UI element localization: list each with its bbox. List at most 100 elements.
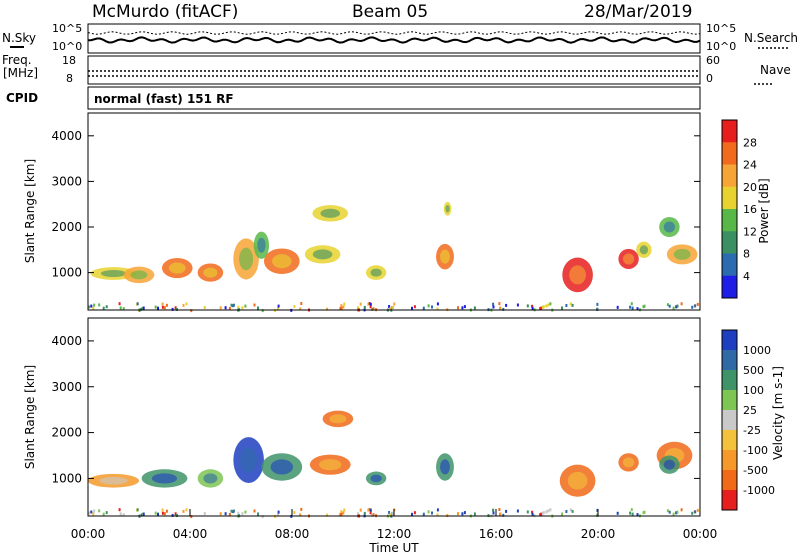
- power-speckle: [232, 303, 235, 307]
- nave-label: Nave: [760, 63, 791, 77]
- velocity-speckle: [182, 509, 185, 513]
- velocity-speckle: [668, 510, 671, 514]
- power-marks: [88, 201, 699, 313]
- nsky-label: N.Sky: [2, 31, 36, 45]
- velocity-speckle: [596, 508, 599, 512]
- velocity-speckle: [161, 508, 164, 512]
- xtick-label: 08:00: [275, 527, 310, 541]
- power-speckle: [436, 307, 439, 311]
- velocity-echo-core: [203, 473, 218, 484]
- power-speckle: [392, 305, 395, 309]
- power-echo-core: [320, 208, 341, 218]
- power-speckle: [90, 304, 93, 308]
- noise-tick-left-bottom: 10^0: [52, 40, 82, 53]
- power-echo-core: [569, 265, 587, 285]
- velocity-colorbar-segment: [722, 490, 737, 511]
- power-speckle: [122, 307, 125, 311]
- velocity-speckle: [631, 512, 634, 516]
- velocity-speckle: [300, 507, 303, 511]
- xtick-label: 16:00: [479, 527, 514, 541]
- velocity-speckle: [411, 512, 413, 516]
- nsearch-label: N.Search: [744, 31, 798, 45]
- power-speckle: [545, 304, 548, 308]
- velocity-speckle: [549, 508, 552, 512]
- power-speckle: [359, 302, 362, 306]
- power-speckle: [119, 306, 122, 310]
- power-echo-core: [639, 245, 649, 255]
- power-speckle: [88, 305, 91, 309]
- cpid-row: CPID normal (fast) 151 RF: [6, 86, 701, 110]
- power-ylabel: Slant Range [km]: [23, 159, 37, 263]
- power-speckle: [636, 307, 639, 311]
- velocity-speckle: [516, 509, 519, 513]
- power-echo-core: [257, 237, 266, 253]
- power-speckle: [98, 303, 101, 307]
- power-speckle: [668, 304, 671, 308]
- velocity-speckle: [142, 512, 145, 516]
- power-speckle: [542, 305, 545, 309]
- velocity-echo-core: [99, 476, 128, 485]
- velocity-ytick-label: 4000: [51, 334, 82, 348]
- freq-unit-label: [MHz]: [3, 66, 38, 80]
- power-panel: 1000 2000 3000 4000 Slant Range [km]: [23, 112, 701, 313]
- power-speckle: [140, 307, 143, 311]
- velocity-colorbar-segment: [722, 430, 737, 451]
- velocity-colorbar-segment: [722, 350, 737, 371]
- velocity-speckle: [224, 512, 227, 516]
- velocity-speckle: [190, 515, 193, 519]
- power-speckle: [372, 307, 375, 311]
- velocity-speckle: [359, 508, 362, 512]
- power-speckle: [526, 304, 529, 308]
- power-speckle: [691, 305, 694, 309]
- velocity-speckle: [636, 513, 639, 517]
- power-speckle: [694, 304, 697, 308]
- power-speckle: [411, 306, 413, 310]
- velocity-speckle: [219, 512, 222, 516]
- power-speckle: [473, 306, 476, 310]
- power-speckle: [369, 305, 372, 309]
- velocity-speckle: [326, 513, 329, 517]
- velocity-colorbar-segment: [722, 450, 737, 471]
- power-speckle: [357, 306, 359, 310]
- power-colorbar-segment: [722, 142, 737, 165]
- velocity-speckle: [696, 508, 699, 512]
- velocity-colorbar: 1000 500 100 25 -25 -100 -500 -1000: [721, 329, 775, 511]
- power-speckle: [531, 306, 534, 310]
- velocity-speckle: [542, 511, 545, 515]
- velocity-speckle: [357, 512, 359, 516]
- power-colorbar-tick: 4: [743, 270, 750, 283]
- power-speckle: [516, 303, 519, 307]
- velocity-speckle: [253, 509, 256, 513]
- velocity-echo-core: [240, 447, 258, 473]
- velocity-speckle: [277, 513, 279, 517]
- velocity-speckle: [122, 513, 125, 517]
- power-speckle: [340, 306, 343, 310]
- power-colorbar-label: Power [dB]: [757, 178, 771, 243]
- velocity-echo-core: [329, 414, 347, 424]
- velocity-speckle: [413, 511, 416, 515]
- power-colorbar-tick: 28: [743, 136, 757, 149]
- nsky-line: [87, 36, 701, 44]
- power-speckle: [492, 302, 495, 306]
- velocity-colorbar-tick: 100: [743, 384, 764, 397]
- velocity-echo-core: [319, 459, 342, 471]
- power-speckle: [463, 305, 466, 309]
- power-speckle: [371, 307, 374, 311]
- power-speckle: [299, 307, 302, 311]
- station-title: McMurdo (fitACF): [92, 2, 238, 22]
- velocity-speckle: [680, 508, 683, 512]
- power-speckle: [643, 304, 646, 308]
- velocity-echo-core: [567, 471, 588, 490]
- velocity-speckle: [230, 509, 233, 513]
- power-speckle: [224, 306, 227, 310]
- velocity-speckle: [367, 508, 370, 512]
- velocity-echo-core: [270, 459, 294, 475]
- velocity-speckle: [545, 510, 548, 514]
- xtick-label: 04:00: [173, 527, 208, 541]
- velocity-speckle: [157, 512, 159, 516]
- velocity-speckle: [499, 512, 502, 516]
- power-speckle: [171, 307, 174, 311]
- velocity-echo-core: [663, 459, 676, 470]
- power-speckle: [630, 302, 633, 306]
- power-speckle: [92, 306, 95, 310]
